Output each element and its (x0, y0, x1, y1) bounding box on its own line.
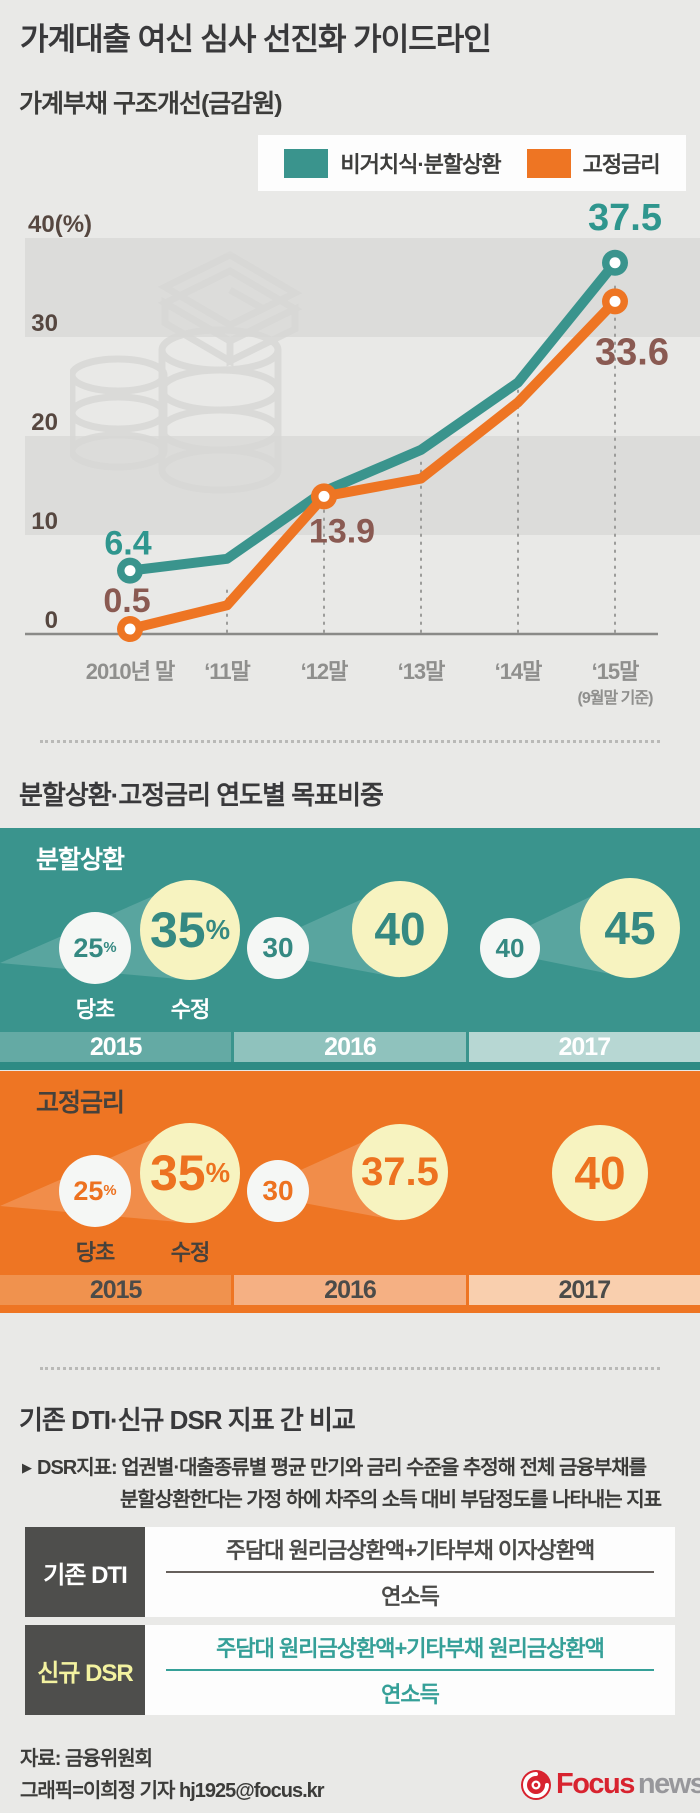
value-label: 33.6 (595, 331, 669, 373)
panel-fixedrate-title: 고정금리 (36, 1089, 125, 1117)
legend-swatch-installment (284, 148, 329, 178)
chart-title: 가계부채 구조개선(금감원) (19, 90, 283, 118)
year-2017: 2017 (468, 1032, 700, 1062)
year-2017: 2017 (468, 1275, 700, 1305)
fraction-bar (166, 1571, 654, 1573)
dsr-formula: 주담대 원리금상환액+기타부채 원리금상환액 연소득 (145, 1625, 675, 1715)
target-circle-initial-2016: 30 (247, 1160, 309, 1222)
label-initial: 당초 (75, 997, 115, 1022)
label-initial: 당초 (75, 1240, 115, 1265)
panel-fixedrate: 고정금리 25% 35% 당초 수정 30 37.5 40 2015 2016 … (0, 1071, 700, 1313)
series-line-1 (125, 296, 620, 634)
x-axis-note: (9월말 기준) (577, 690, 654, 707)
target-circle-initial-2016: 30 (247, 917, 309, 979)
target-circle-initial-2015: 25% (59, 1155, 131, 1227)
value-label: 6.4 (104, 525, 151, 563)
value-label: 37.5 (588, 197, 662, 239)
money-watermark-icon (70, 251, 303, 494)
table-row-dti: 기존 DTI 주담대 원리금상환액+기타부채 이자상환액 연소득 (25, 1527, 675, 1617)
year-2016: 2016 (234, 1032, 466, 1062)
source-text: 자료: 금융위원회 (20, 1748, 153, 1770)
series-line-0 (125, 257, 620, 576)
target-circle-initial-2015: 25% (59, 912, 131, 984)
y-tick-label: 30 (31, 310, 58, 337)
focus-news-logo-icon (521, 1769, 551, 1800)
legend-label-installment: 비거치식·분할상환 (340, 152, 501, 177)
data-marker-center (318, 490, 330, 502)
dsr-numerator: 주담대 원리금상환액+기타부채 원리금상환액 (216, 1636, 605, 1661)
x-tick-label: ‘12말 (300, 659, 349, 684)
panel-installment-title: 분할상환 (36, 846, 125, 874)
dsr-denominator: 연소득 (381, 1682, 440, 1707)
logo-news-text: news (637, 1768, 700, 1800)
y-tick-label: 40(%) (28, 211, 93, 238)
dti-formula: 주담대 원리금상환액+기타부채 이자상환액 연소득 (145, 1527, 675, 1617)
legend-swatch-fixedrate (526, 148, 571, 178)
line-chart: 6.4 37.5 0.5 13.9 33.6 (25, 197, 669, 643)
year-2015: 2015 (0, 1275, 232, 1305)
data-marker-center (609, 295, 621, 307)
data-marker-center (609, 257, 621, 269)
fraction-bar (166, 1669, 654, 1671)
label-revised: 수정 (170, 1240, 210, 1265)
dti-numerator: 주담대 원리금상환액+기타부채 이자상환액 (225, 1538, 595, 1563)
year-bar: 2015 2016 2017 (0, 1275, 700, 1305)
data-marker-center (124, 623, 136, 635)
label-revised: 수정 (170, 997, 210, 1022)
page-title: 가계대출 여신 심사 선진화 가이드라인 (20, 22, 492, 57)
dti-denominator: 연소득 (381, 1584, 440, 1609)
target-circle-revised-2015: 35% (140, 880, 240, 980)
section3-title: 기존 DTI·신규 DSR 지표 간 비교 (19, 1405, 356, 1435)
data-marker-center (124, 565, 136, 577)
x-tick-label: ‘11말 (204, 659, 251, 684)
target-circle-2017: 40 (552, 1125, 648, 1221)
panel-installment: 분할상환 25% 35% 당초 수정 30 40 40 45 2015 2016… (0, 828, 700, 1070)
panel-bottom-strip (0, 1062, 700, 1070)
y-tick-label: 10 (31, 508, 58, 535)
grid-band-30-40 (25, 238, 700, 337)
value-label: 0.5 (103, 582, 150, 620)
dotted-separator (40, 740, 660, 743)
target-circle-initial-2017: 40 (480, 918, 540, 978)
y-tick-label: 20 (31, 409, 58, 436)
x-tick-label: ‘15말 (591, 659, 640, 684)
dsr-definition-note: ▶ DSR지표: 업권별·대출종류별 평균 만기와 금리 수준을 추정해 전체 금… (22, 1457, 662, 1511)
target-circle-revised-2016: 37.5 (352, 1124, 448, 1220)
year-2016: 2016 (234, 1275, 466, 1305)
value-label: 13.9 (309, 512, 375, 550)
x-tick-label: 2010년 말 (85, 659, 176, 684)
row-label-dsr: 신규 DSR (25, 1625, 145, 1715)
credit-text: 그래픽=이희정 기자 hj1925@focus.kr (20, 1780, 325, 1802)
y-tick-label: 0 (44, 607, 58, 634)
bullet-triangle-icon: ▶ (22, 1460, 32, 1475)
x-tick-label: ‘13말 (397, 659, 446, 684)
chart-legend: 비거치식·분할상환 고정금리 (258, 135, 686, 191)
row-label-dti: 기존 DTI (25, 1527, 145, 1617)
section2-title: 분할상환·고정금리 연도별 목표비중 (19, 780, 384, 810)
target-circle-revised-2017: 45 (580, 878, 680, 978)
logo-focus-text: Focus (556, 1768, 635, 1800)
legend-label-fixedrate: 고정금리 (582, 152, 661, 177)
dotted-separator (40, 1367, 660, 1370)
target-circle-revised-2015: 35% (140, 1123, 240, 1223)
focus-news-logo: Focus news (520, 1768, 700, 1801)
year-bar: 2015 2016 2017 (0, 1032, 700, 1062)
x-tick-label: ‘14말 (494, 659, 543, 684)
target-circle-revised-2016: 40 (352, 881, 448, 977)
year-2015: 2015 (0, 1032, 232, 1062)
table-row-dsr: 신규 DSR 주담대 원리금상환액+기타부채 원리금상환액 연소득 (25, 1625, 675, 1715)
